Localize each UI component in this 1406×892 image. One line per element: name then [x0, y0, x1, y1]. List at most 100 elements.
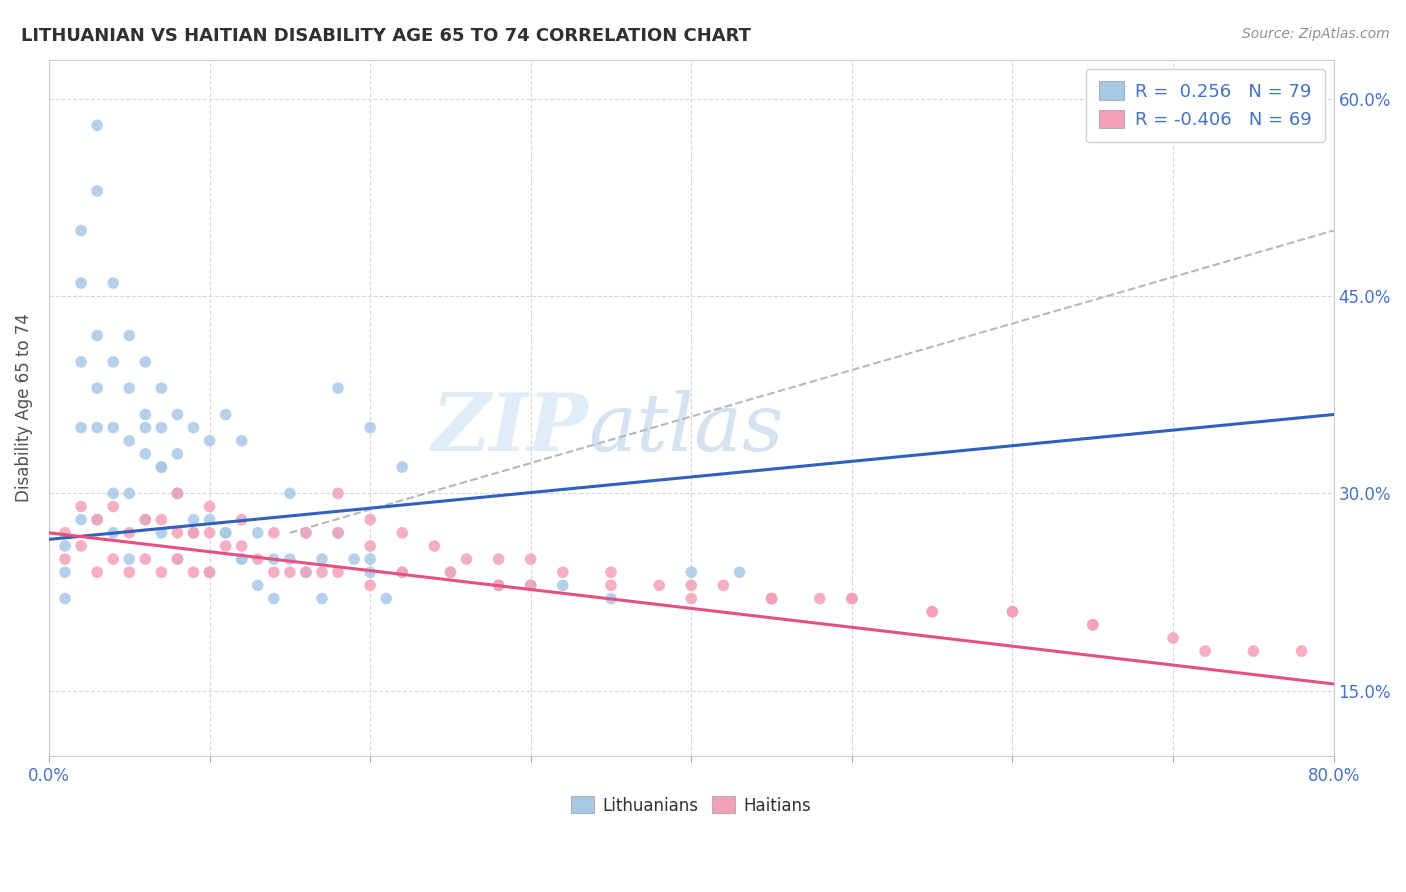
- Point: [118, 552, 141, 566]
- Point: [150, 460, 173, 475]
- Point: [278, 552, 301, 566]
- Point: [231, 513, 253, 527]
- Point: [681, 566, 703, 580]
- Point: [86, 328, 108, 343]
- Point: [551, 578, 574, 592]
- Point: [214, 525, 236, 540]
- Point: [423, 539, 446, 553]
- Point: [198, 500, 221, 514]
- Point: [53, 525, 76, 540]
- Point: [86, 184, 108, 198]
- Point: [103, 552, 125, 566]
- Point: [70, 539, 93, 553]
- Point: [150, 420, 173, 434]
- Point: [311, 591, 333, 606]
- Point: [551, 566, 574, 580]
- Point: [600, 566, 623, 580]
- Point: [326, 525, 349, 540]
- Point: [86, 118, 108, 132]
- Point: [921, 605, 943, 619]
- Text: ZIP: ZIP: [432, 390, 589, 467]
- Point: [761, 591, 783, 606]
- Point: [681, 591, 703, 606]
- Point: [103, 486, 125, 500]
- Point: [295, 566, 318, 580]
- Point: [391, 566, 413, 580]
- Point: [311, 566, 333, 580]
- Point: [118, 328, 141, 343]
- Point: [231, 552, 253, 566]
- Point: [263, 566, 285, 580]
- Point: [359, 420, 381, 434]
- Point: [53, 566, 76, 580]
- Point: [118, 434, 141, 448]
- Point: [150, 460, 173, 475]
- Point: [118, 525, 141, 540]
- Point: [150, 513, 173, 527]
- Point: [519, 578, 541, 592]
- Point: [231, 552, 253, 566]
- Point: [166, 486, 188, 500]
- Point: [456, 552, 478, 566]
- Point: [600, 591, 623, 606]
- Point: [263, 552, 285, 566]
- Point: [600, 578, 623, 592]
- Point: [761, 591, 783, 606]
- Point: [713, 578, 735, 592]
- Point: [391, 566, 413, 580]
- Legend: Lithuanians, Haitians: Lithuanians, Haitians: [561, 787, 821, 824]
- Point: [375, 591, 398, 606]
- Point: [1081, 617, 1104, 632]
- Point: [439, 566, 461, 580]
- Point: [295, 525, 318, 540]
- Point: [134, 447, 156, 461]
- Point: [439, 566, 461, 580]
- Point: [166, 408, 188, 422]
- Point: [214, 525, 236, 540]
- Point: [166, 552, 188, 566]
- Point: [359, 513, 381, 527]
- Point: [519, 578, 541, 592]
- Point: [278, 566, 301, 580]
- Point: [118, 381, 141, 395]
- Point: [246, 578, 269, 592]
- Point: [391, 460, 413, 475]
- Point: [183, 525, 205, 540]
- Point: [86, 566, 108, 580]
- Point: [103, 525, 125, 540]
- Point: [214, 539, 236, 553]
- Point: [648, 578, 671, 592]
- Point: [53, 552, 76, 566]
- Point: [359, 578, 381, 592]
- Point: [231, 539, 253, 553]
- Point: [166, 486, 188, 500]
- Point: [295, 525, 318, 540]
- Point: [134, 552, 156, 566]
- Point: [311, 552, 333, 566]
- Point: [921, 605, 943, 619]
- Point: [1194, 644, 1216, 658]
- Point: [134, 408, 156, 422]
- Point: [1001, 605, 1024, 619]
- Point: [53, 539, 76, 553]
- Point: [1241, 644, 1264, 658]
- Point: [841, 591, 863, 606]
- Point: [359, 539, 381, 553]
- Point: [118, 566, 141, 580]
- Point: [86, 420, 108, 434]
- Point: [183, 513, 205, 527]
- Point: [214, 408, 236, 422]
- Point: [841, 591, 863, 606]
- Point: [198, 513, 221, 527]
- Point: [681, 578, 703, 592]
- Point: [198, 566, 221, 580]
- Y-axis label: Disability Age 65 to 74: Disability Age 65 to 74: [15, 313, 32, 502]
- Point: [488, 578, 510, 592]
- Point: [70, 500, 93, 514]
- Point: [103, 276, 125, 290]
- Point: [1161, 631, 1184, 645]
- Point: [183, 420, 205, 434]
- Point: [166, 525, 188, 540]
- Point: [150, 381, 173, 395]
- Point: [246, 525, 269, 540]
